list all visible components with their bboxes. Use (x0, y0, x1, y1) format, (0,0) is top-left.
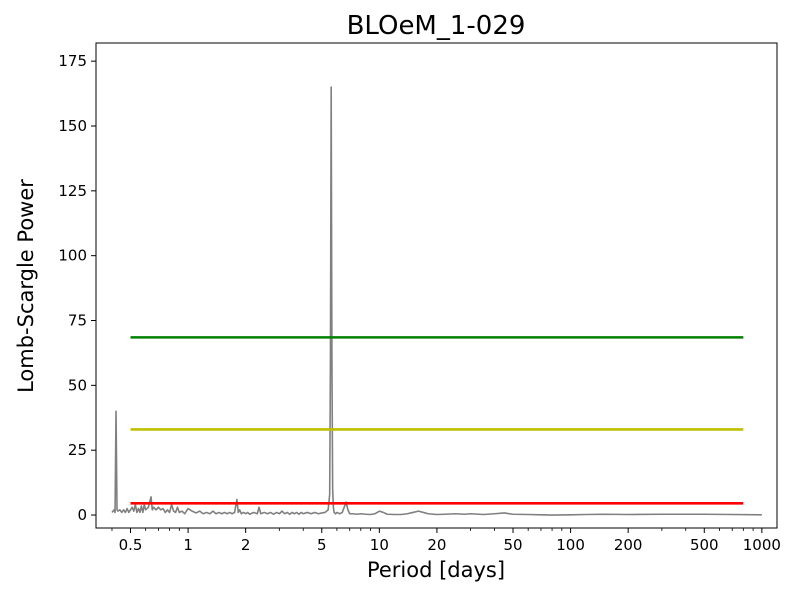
x-axis-label: Period [days] (367, 558, 505, 582)
plot-area (111, 86, 762, 516)
x-tick-label: 0.5 (119, 536, 143, 554)
x-tick-label: 1000 (743, 536, 781, 554)
y-tick-label: 125 (58, 182, 87, 200)
x-tick-label: 5 (317, 536, 327, 554)
periodogram-line (111, 86, 762, 516)
x-tick-label: 200 (614, 536, 643, 554)
x-tick-label: 1 (183, 536, 193, 554)
x-tick-label: 2 (241, 536, 251, 554)
y-tick-label: 75 (68, 312, 87, 330)
x-tick-label: 100 (556, 536, 585, 554)
y-tick-label: 0 (77, 506, 87, 524)
x-tick-label: 10 (370, 536, 389, 554)
x-tick-label: 500 (690, 536, 719, 554)
x-tick-label: 20 (427, 536, 446, 554)
x-tick-label: 50 (503, 536, 522, 554)
y-tick-label: 50 (68, 376, 87, 394)
y-tick-label: 150 (58, 117, 87, 135)
plot-frame (95, 42, 778, 529)
y-tick-label: 100 (58, 247, 87, 265)
y-tick-label: 175 (58, 52, 87, 70)
y-tick-label: 25 (68, 441, 87, 459)
chart-title: BLOeM_1-029 (347, 11, 526, 41)
y-axis-label: Lomb-Scargle Power (14, 179, 38, 393)
